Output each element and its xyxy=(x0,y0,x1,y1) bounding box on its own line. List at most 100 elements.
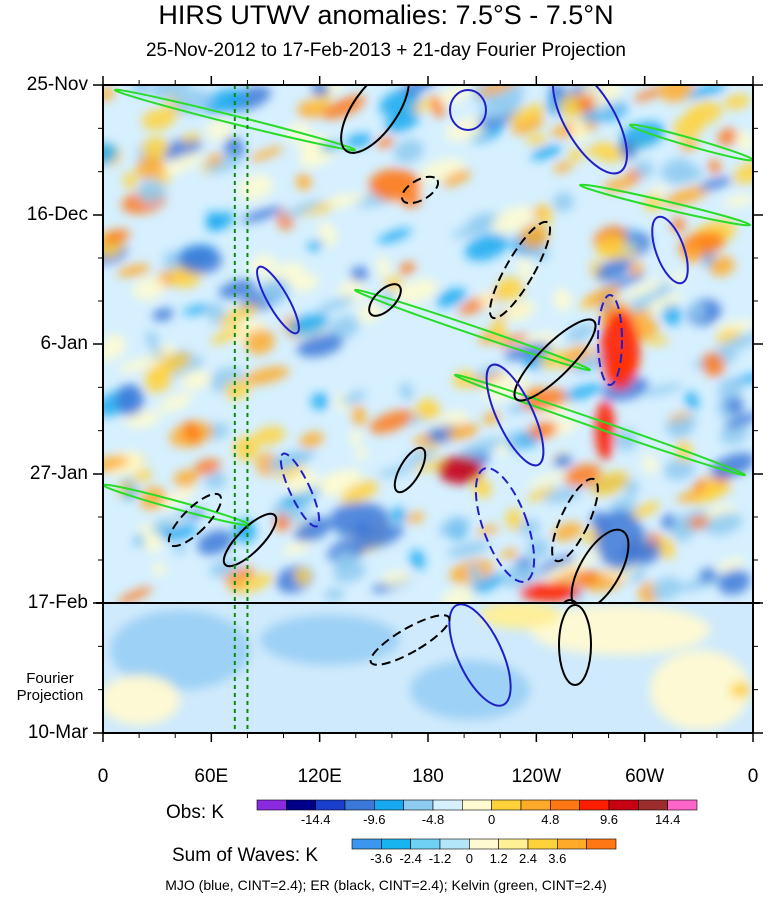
obs-anomaly-patch xyxy=(415,398,439,418)
projection-anomaly-patch xyxy=(110,610,250,690)
obs-anomaly-patch xyxy=(259,277,290,305)
obs-anomaly-patch xyxy=(735,130,753,153)
obs-anomaly-patch xyxy=(543,487,582,504)
er-contour xyxy=(488,220,552,320)
waves-colorbar-tick: 1.2 xyxy=(489,851,508,866)
obs-anomaly-patch xyxy=(297,333,344,358)
obs-anomaly-patch xyxy=(376,137,395,148)
obs-anomaly-patch xyxy=(538,555,576,576)
obs-anomaly-patch xyxy=(333,560,366,583)
chart-footer: MJO (blue, CINT=2.4); ER (black, CINT=2.… xyxy=(165,877,607,893)
obs-anomaly-patch xyxy=(709,452,753,479)
obs-anomaly-patch xyxy=(676,489,704,503)
obs-anomaly-patch xyxy=(180,369,212,390)
obs-anomaly-patch xyxy=(141,529,163,553)
mjo-contour xyxy=(552,85,628,175)
y-tick-label: 6-Jan xyxy=(40,333,88,354)
mjo-contour xyxy=(651,215,689,285)
obs-anomaly-patch xyxy=(505,432,521,453)
obs-anomaly-patch xyxy=(349,429,362,447)
obs-negative-anomaly xyxy=(330,502,390,538)
axis-ticks xyxy=(93,76,763,742)
obs-anomaly-patch xyxy=(671,518,694,542)
obs-colorbar-box xyxy=(520,799,551,811)
obs-colorbar-box xyxy=(432,799,463,811)
obs-anomaly-patch xyxy=(103,333,127,358)
obs-colorbar-box xyxy=(667,799,698,811)
obs-anomaly-patch xyxy=(716,557,745,572)
obs-anomaly-patch xyxy=(308,94,333,108)
obs-anomaly-patch xyxy=(658,536,675,560)
obs-anomaly-patch xyxy=(218,279,256,299)
obs-colorbar-box xyxy=(344,799,375,811)
obs-anomaly-patch xyxy=(718,377,743,400)
obs-anomaly-patch xyxy=(466,212,497,231)
obs-anomaly-patch xyxy=(324,587,345,601)
obs-anomaly-patch xyxy=(500,549,519,559)
waves-colorbar-tick: 3.6 xyxy=(548,851,567,866)
er-contour xyxy=(513,318,597,402)
obs-anomaly-patch xyxy=(672,167,704,184)
obs-anomaly-patch xyxy=(543,560,586,581)
obs-anomaly-patch xyxy=(393,139,424,164)
er-contour xyxy=(340,85,410,154)
obs-anomaly-patch xyxy=(552,192,575,212)
obs-anomaly-patch xyxy=(685,101,723,126)
obs-colorbar-box xyxy=(315,799,346,811)
obs-anomaly-patch xyxy=(312,85,330,99)
obs-anomaly-patch xyxy=(650,184,669,196)
obs-colorbar-tick: 4.8 xyxy=(541,812,560,827)
obs-anomaly-patch xyxy=(281,199,322,219)
obs-anomaly-patch xyxy=(504,342,552,361)
obs-anomaly-patch xyxy=(183,420,201,444)
obs-negative-anomaly xyxy=(178,246,222,274)
obs-anomaly-patch xyxy=(469,573,506,594)
obs-colorbar-box xyxy=(550,799,580,811)
obs-negative-anomaly xyxy=(116,384,144,416)
obs-anomaly-patch xyxy=(518,519,541,536)
obs-anomaly-patch xyxy=(135,155,166,180)
mjo-contour xyxy=(449,89,487,131)
obs-anomaly-patch xyxy=(643,383,683,397)
waves-colorbar-box xyxy=(557,838,587,850)
obs-anomaly-patch xyxy=(464,233,509,261)
obs-anomaly-patch xyxy=(574,569,599,588)
obs-anomaly-patch xyxy=(103,87,115,101)
obs-anomaly-patch xyxy=(118,356,163,373)
obs-anomaly-patch xyxy=(406,512,425,523)
er-contour xyxy=(562,599,578,603)
obs-anomaly-patch xyxy=(494,286,508,298)
obs-anomaly-patch xyxy=(614,428,638,452)
obs-anomaly-patch xyxy=(723,93,751,110)
obs-colorbar-tick: -4.8 xyxy=(421,812,445,827)
obs-anomaly-patch xyxy=(492,318,507,341)
obs-colorbar-tick: -14.4 xyxy=(300,812,331,827)
obs-anomaly-patch xyxy=(625,279,663,299)
obs-anomaly-patch xyxy=(137,178,166,204)
projection-anomaly-patch xyxy=(530,605,710,655)
obs-anomaly-patch xyxy=(241,206,283,223)
obs-anomaly-patch xyxy=(702,352,725,377)
er-contour xyxy=(570,528,630,603)
projection-anomaly-patch xyxy=(650,650,750,730)
x-tick-label: 60E xyxy=(194,766,229,787)
obs-anomaly-patch xyxy=(141,136,169,159)
obs-anomaly-patch xyxy=(131,85,152,96)
obs-anomaly-patch xyxy=(645,336,670,346)
obs-anomaly-patch xyxy=(698,567,718,583)
mjo-projection-contour xyxy=(448,603,512,707)
obs-anomaly-patch xyxy=(158,393,193,413)
obs-anomaly-patch xyxy=(243,366,290,385)
obs-anomaly-patch xyxy=(206,210,221,231)
obs-anomaly-patch xyxy=(436,410,469,428)
obs-anomaly-patch xyxy=(379,88,421,117)
waves-colorbar-box xyxy=(439,838,470,850)
obs-anomaly-patch xyxy=(526,471,569,488)
obs-anomaly-patch xyxy=(441,587,476,603)
projection-anomaly-patch xyxy=(410,660,530,720)
obs-anomaly-patch xyxy=(197,529,234,555)
obs-anomaly-patch xyxy=(218,304,259,327)
obs-anomaly-patch xyxy=(591,470,630,497)
obs-anomaly-patch xyxy=(571,118,589,143)
